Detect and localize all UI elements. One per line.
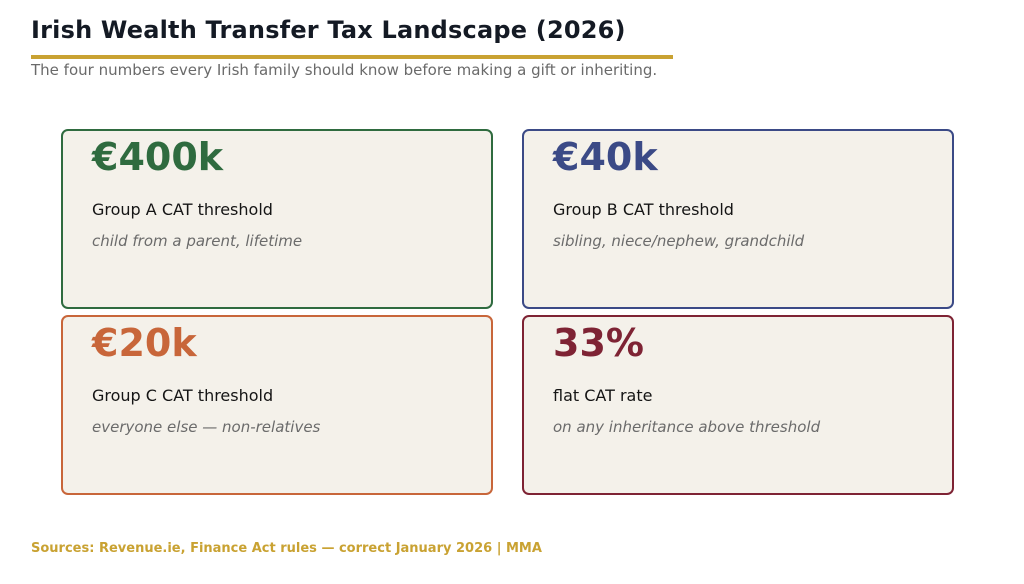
card-description: sibling, niece/nephew, grandchild xyxy=(553,232,805,250)
card-value: €400k xyxy=(92,135,224,179)
card-flat-cat-rate: 33% flat CAT rate on any inheritance abo… xyxy=(522,315,954,495)
card-group-c-threshold: €20k Group C CAT threshold everyone else… xyxy=(61,315,493,495)
card-group-b-threshold: €40k Group B CAT threshold sibling, niec… xyxy=(522,129,954,309)
card-value: €20k xyxy=(92,321,197,365)
card-group-a-threshold: €400k Group A CAT threshold child from a… xyxy=(61,129,493,309)
card-label: Group C CAT threshold xyxy=(92,386,274,405)
page-title: Irish Wealth Transfer Tax Landscape (202… xyxy=(31,16,626,44)
card-description: everyone else — non-relatives xyxy=(92,418,321,436)
card-description: on any inheritance above threshold xyxy=(553,418,821,436)
card-label: Group B CAT threshold xyxy=(553,200,734,219)
card-value: 33% xyxy=(553,321,644,365)
sources-footer: Sources: Revenue.ie, Finance Act rules —… xyxy=(31,541,542,556)
card-label: flat CAT rate xyxy=(553,386,653,405)
title-underline xyxy=(31,55,673,59)
card-value: €40k xyxy=(553,135,658,179)
page-subtitle: The four numbers every Irish family shou… xyxy=(31,61,658,79)
card-description: child from a parent, lifetime xyxy=(92,232,303,250)
card-label: Group A CAT threshold xyxy=(92,200,273,219)
